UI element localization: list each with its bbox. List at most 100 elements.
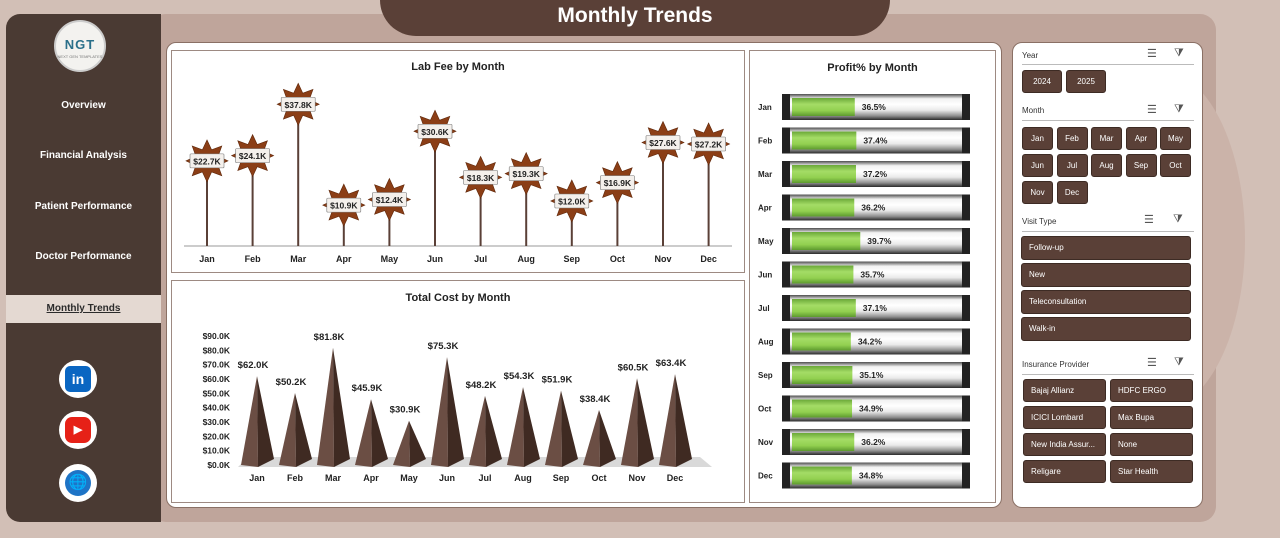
month-chip-jul[interactable]: Jul [1056,154,1088,177]
pyramid-front [431,357,448,467]
chart-title: Total Cost by Month [405,292,511,304]
y-tick-label: Mar [758,170,772,179]
x-tick-label: Oct [591,473,606,483]
sidebar: NGT NEXT GEN TEMPLATES Overview Financia… [6,14,161,522]
pyramid-front [659,374,676,467]
multi-select-icon[interactable]: ☰ [1144,214,1154,226]
youtube-button[interactable]: ▶ [59,411,97,449]
y-tick-label: $70.0K [203,360,231,370]
profit-bar [792,466,852,485]
pyramid-front [393,420,410,467]
website-button[interactable]: 🌐 [59,464,97,502]
clear-filter-icon[interactable]: ⧩ [1173,213,1183,225]
month-chip-jun[interactable]: Jun [1022,154,1053,177]
data-label: 37.2% [863,169,888,179]
visit-walk-in-chip[interactable]: Walk-in [1021,317,1191,341]
x-tick-label: Feb [287,473,304,483]
data-label-box [554,193,590,209]
bar-end-right [962,261,970,288]
visit-teleconsultation-chip[interactable]: Teleconsultation [1021,290,1191,314]
month-chip-oct[interactable]: Oct [1160,154,1191,177]
insurance-chip[interactable]: HDFC ERGO [1110,379,1193,402]
x-tick-label: Sep [553,473,570,483]
charts-area: Lab Fee by Month $22.7K Jan $24.1K Feb $37.8… [166,42,1002,508]
bar-end-right [962,362,970,388]
linkedin-button[interactable]: in [59,360,97,398]
nav-monthly-trends[interactable]: Monthly Trends [6,295,161,323]
clear-filter-icon[interactable]: ⧩ [1174,356,1184,368]
divider [1022,374,1194,375]
month-chip-sep[interactable]: Sep [1125,154,1157,177]
clear-filter-icon[interactable]: ⧩ [1174,47,1184,59]
month-chip-may[interactable]: May [1160,127,1191,150]
insurance-chip[interactable]: Bajaj Allianz [1023,379,1106,402]
month-chip-dec[interactable]: Dec [1056,181,1088,204]
month-slicer-label: Month [1022,106,1045,115]
y-tick-label: $50.0K [203,388,231,398]
data-label-box [691,136,726,152]
visit-new-chip[interactable]: New [1021,263,1191,287]
x-tick-label: Feb [245,254,262,264]
data-label: $12.4K [376,195,404,205]
month-chip-feb[interactable]: Feb [1056,127,1088,150]
data-label: $60.5K [618,362,649,373]
x-tick-label: Dec [667,473,684,483]
nav-patient-performance[interactable]: Patient Performance [34,201,133,212]
bar-end-left [782,228,790,254]
month-chip-jan[interactable]: Jan [1022,127,1053,150]
data-label-box [417,123,453,139]
data-label-box [189,153,225,169]
bar-end-right [962,429,970,455]
bar-end-right [962,161,970,187]
divider [1022,231,1194,232]
insurance-chip[interactable]: Star Health [1110,460,1193,483]
data-label: $24.1K [239,151,267,161]
year-2024-chip[interactable]: 2024 [1022,70,1062,93]
pyramid-front [469,395,486,467]
bar-end-left [782,295,790,321]
bar-end-left [782,395,790,422]
insurance-chip[interactable]: ICICI Lombard [1023,406,1106,429]
bar-end-left [782,362,790,388]
data-label-box [280,96,316,112]
data-label: $27.2K [695,140,723,150]
nav-financial-analysis[interactable]: Financial Analysis [40,150,127,161]
insurance-chip[interactable]: Religare [1023,460,1106,483]
y-tick-label: May [758,237,774,246]
y-tick-label: $0.0K [207,460,231,470]
insurance-chip[interactable]: New India Assur... [1023,433,1106,456]
month-chip-mar[interactable]: Mar [1091,127,1122,150]
month-chip-apr[interactable]: Apr [1125,127,1157,150]
multi-select-icon[interactable]: ☰ [1147,357,1157,369]
profit-bar [792,366,853,384]
month-chip-nov[interactable]: Nov [1022,181,1053,204]
logo-text: NGT [64,37,96,52]
nav-overview[interactable]: Overview [61,100,106,111]
insurance-chip[interactable]: None [1110,433,1193,456]
month-chip-aug[interactable]: Aug [1091,154,1122,177]
year-2025-chip[interactable]: 2025 [1066,70,1106,93]
data-label: 37.1% [863,303,888,313]
data-label: 35.1% [859,370,884,380]
data-label: $45.9K [352,383,383,394]
visit-follow-up-chip[interactable]: Follow-up [1021,236,1191,260]
x-tick-label: Oct [610,254,625,264]
visit-type-slicer-label: Visit Type [1022,217,1057,226]
data-label: 35.7% [860,270,885,280]
logo-subtext: NEXT GEN TEMPLATES [57,54,103,59]
multi-select-icon[interactable]: ☰ [1147,104,1157,116]
youtube-icon: ▶ [65,417,91,443]
data-label: $75.3K [428,341,459,352]
multi-select-icon[interactable]: ☰ [1147,48,1157,60]
y-tick-label: Jun [758,271,772,280]
data-label: $48.2K [466,380,497,391]
insurance-chip[interactable]: Max Bupa [1110,406,1193,429]
data-label: $54.3K [504,371,535,382]
profit-plot: Jan 36.5% Feb 37.4% Mar 37.2% Apr 36.2% May 39.7%… [758,94,970,489]
x-tick-label: Nov [628,473,645,483]
pyramid-side [485,395,502,467]
y-tick-label: Sep [758,371,773,380]
nav-doctor-performance[interactable]: Doctor Performance [35,251,132,262]
bar-end-right [962,228,970,254]
clear-filter-icon[interactable]: ⧩ [1174,103,1184,115]
